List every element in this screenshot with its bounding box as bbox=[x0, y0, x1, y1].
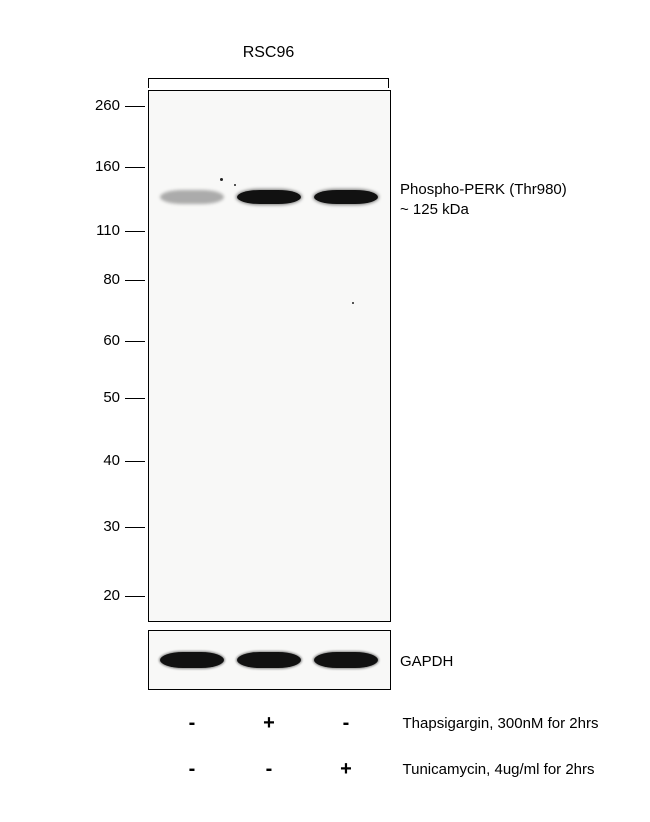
target-label: Phospho-PERK (Thr980) ~ 125 kDa bbox=[400, 180, 567, 219]
band-phospho-perk bbox=[160, 190, 224, 204]
mw-tick bbox=[125, 596, 145, 597]
bracket-horizontal bbox=[148, 78, 389, 79]
mw-label: 80 bbox=[80, 271, 120, 288]
mw-tick bbox=[125, 527, 145, 528]
figure-container: RSC96 Phospho-PERK (Thr980) ~ 125 kDa GA… bbox=[0, 0, 650, 822]
mw-label: 160 bbox=[80, 158, 120, 175]
bracket-right-drop bbox=[388, 78, 389, 88]
band-gapdh bbox=[160, 652, 224, 668]
mw-tick bbox=[125, 167, 145, 168]
treatment-sign: + bbox=[308, 758, 385, 781]
target-label-line1: Phospho-PERK (Thr980) bbox=[400, 180, 567, 200]
treatment-row: --+Tunicamycin, 4ug/ml for 2hrs bbox=[154, 758, 595, 781]
band-gapdh bbox=[237, 652, 301, 668]
band-phospho-perk bbox=[237, 190, 301, 204]
band-phospho-perk bbox=[314, 190, 378, 204]
mw-label: 20 bbox=[80, 587, 120, 604]
mw-tick bbox=[125, 341, 145, 342]
treatment-sign: - bbox=[154, 758, 231, 781]
mw-tick bbox=[125, 280, 145, 281]
mw-tick bbox=[125, 106, 145, 107]
speck bbox=[234, 184, 236, 186]
band-gapdh bbox=[314, 652, 378, 668]
treatment-label: Thapsigargin, 300nM for 2hrs bbox=[403, 715, 599, 732]
mw-label: 60 bbox=[80, 332, 120, 349]
mw-label: 30 bbox=[80, 518, 120, 535]
mw-tick bbox=[125, 231, 145, 232]
treatment-label: Tunicamycin, 4ug/ml for 2hrs bbox=[403, 761, 595, 778]
treatment-sign: - bbox=[308, 712, 385, 735]
mw-label: 40 bbox=[80, 452, 120, 469]
mw-label: 50 bbox=[80, 389, 120, 406]
mw-tick bbox=[125, 461, 145, 462]
gapdh-label: GAPDH bbox=[400, 652, 453, 672]
speck bbox=[352, 302, 354, 304]
treatment-sign: - bbox=[154, 712, 231, 735]
treatment-sign: + bbox=[231, 712, 308, 735]
speck bbox=[220, 178, 223, 181]
gapdh-blot bbox=[148, 630, 391, 690]
target-label-line2: ~ 125 kDa bbox=[400, 200, 567, 220]
treatment-sign: - bbox=[231, 758, 308, 781]
bracket-left-drop bbox=[148, 78, 149, 88]
mw-tick bbox=[125, 398, 145, 399]
treatment-row: -+- Thapsigargin, 300nM for 2hrs bbox=[154, 712, 599, 735]
main-blot bbox=[148, 90, 391, 622]
mw-label: 260 bbox=[80, 97, 120, 114]
cell-line-label: RSC96 bbox=[148, 44, 389, 62]
mw-label: 110 bbox=[80, 222, 120, 239]
